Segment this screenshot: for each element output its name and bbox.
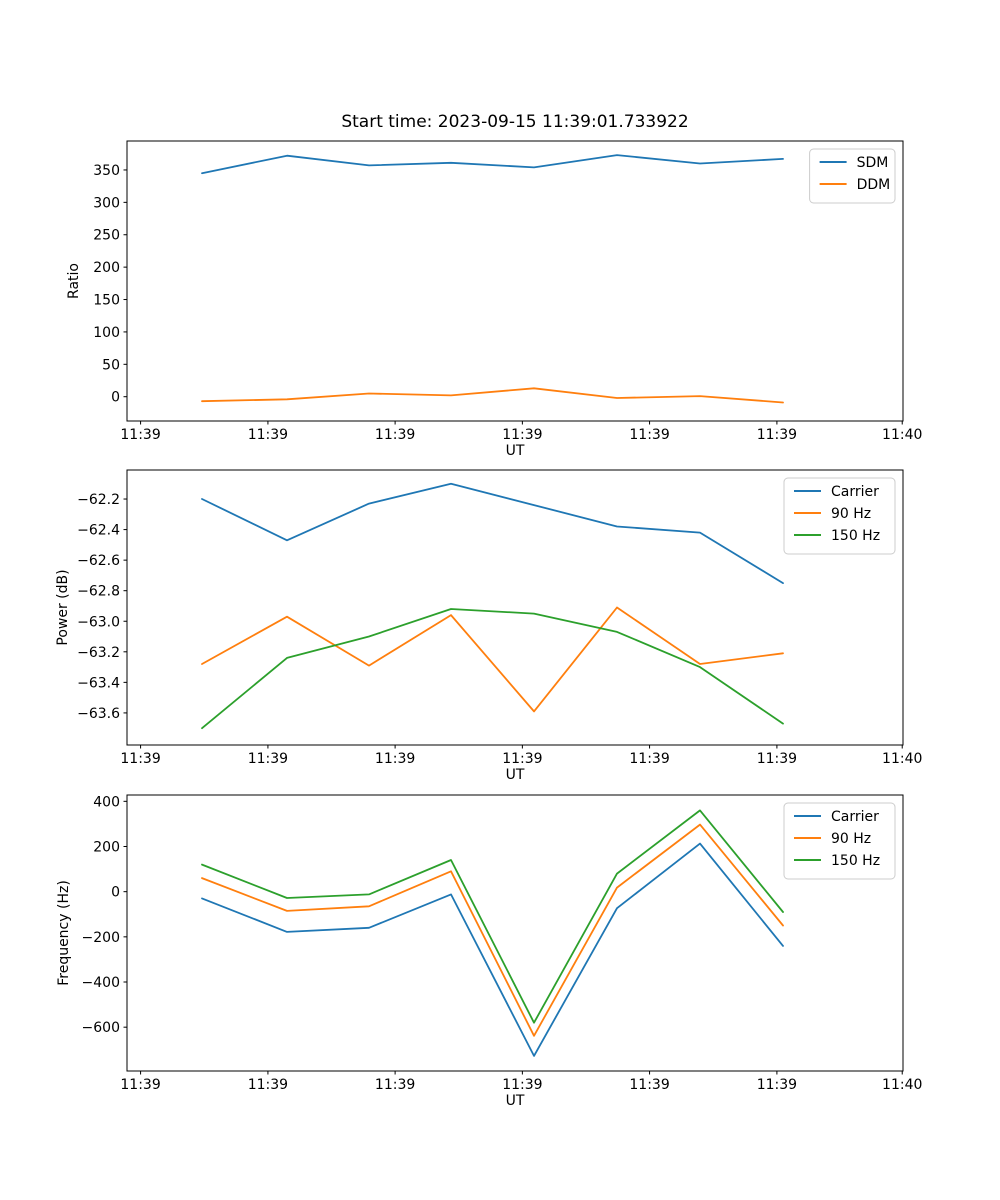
x-axis-ticks: 11:39 11:39 11:39 11:39 11:39 11:39 11:40 bbox=[120, 745, 922, 767]
x-tick-label: 11:40 bbox=[882, 427, 922, 443]
legend-label-150-hz: 150 Hz bbox=[831, 853, 880, 869]
figure-title: Start time: 2023-09-15 11:39:01.733922 bbox=[341, 112, 689, 132]
legend-label-carrier: Carrier bbox=[831, 809, 879, 825]
x-tick-label: 11:39 bbox=[248, 1077, 288, 1093]
x-tick-label: 11:39 bbox=[629, 1077, 669, 1093]
y-tick-label: 100 bbox=[93, 325, 120, 341]
y-tick-label: −200 bbox=[82, 930, 120, 946]
y-tick-label: 200 bbox=[93, 839, 120, 855]
y-tick-label: 200 bbox=[93, 260, 120, 276]
legend-entry: DDM bbox=[819, 177, 891, 193]
legend-label-90-hz: 90 Hz bbox=[831, 831, 871, 847]
y-axis-ticks: 0 50 100 150 200 250 300 350 bbox=[93, 163, 127, 406]
series-line-150-hz bbox=[201, 809, 784, 1024]
y-tick-label: −63.0 bbox=[77, 614, 120, 630]
y-tick-label: −62.8 bbox=[77, 584, 120, 600]
x-tick-label: 11:39 bbox=[757, 751, 797, 767]
x-tick-label: 11:39 bbox=[375, 751, 415, 767]
x-tick-label: 11:39 bbox=[248, 427, 288, 443]
x-axis-label: UT bbox=[506, 443, 525, 459]
x-axis-ticks: 11:39 11:39 11:39 11:39 11:39 11:39 11:40 bbox=[120, 421, 922, 443]
axes-frame bbox=[126, 140, 904, 422]
x-tick-label: 11:39 bbox=[757, 1077, 797, 1093]
x-tick-label: 11:39 bbox=[757, 427, 797, 443]
x-tick-label: 11:39 bbox=[120, 1077, 160, 1093]
series-line-sdm bbox=[201, 154, 784, 175]
y-tick-label: 300 bbox=[93, 195, 120, 211]
axes-frame bbox=[126, 794, 904, 1072]
x-tick-label: 11:39 bbox=[629, 751, 669, 767]
legend-entry: 150 Hz bbox=[794, 853, 880, 869]
y-axis-label: Frequency (Hz) bbox=[56, 880, 72, 986]
x-tick-label: 11:39 bbox=[502, 427, 542, 443]
series-line-90-hz bbox=[201, 823, 784, 1037]
y-tick-label: −400 bbox=[82, 975, 120, 991]
legend-entry: Carrier bbox=[794, 809, 879, 825]
y-tick-label: 0 bbox=[111, 885, 120, 901]
legend-entry: 90 Hz bbox=[794, 506, 871, 522]
series-line-carrier bbox=[201, 842, 784, 1057]
series-line-90-hz bbox=[201, 606, 784, 713]
y-tick-label: 250 bbox=[93, 228, 120, 244]
y-tick-label: −62.2 bbox=[77, 492, 120, 508]
legend-entry: Carrier bbox=[794, 484, 879, 500]
y-tick-label: 400 bbox=[93, 794, 120, 810]
x-tick-label: 11:39 bbox=[375, 427, 415, 443]
legend: SDM DDM bbox=[809, 148, 896, 204]
x-tick-label: 11:39 bbox=[375, 1077, 415, 1093]
y-tick-label: 350 bbox=[93, 163, 120, 179]
x-tick-label: 11:39 bbox=[120, 427, 160, 443]
y-tick-label: −62.6 bbox=[77, 553, 120, 569]
series-line-ddm bbox=[201, 387, 784, 404]
y-tick-label: 50 bbox=[102, 357, 120, 373]
legend-label-carrier: Carrier bbox=[831, 484, 879, 500]
x-tick-label: 11:39 bbox=[120, 751, 160, 767]
y-tick-label: −63.6 bbox=[77, 706, 120, 722]
series-line-150-hz bbox=[201, 608, 784, 730]
y-tick-label: 0 bbox=[111, 390, 120, 406]
y-tick-label: −62.4 bbox=[77, 523, 120, 539]
x-axis-label: UT bbox=[506, 1093, 525, 1109]
x-tick-label: 11:39 bbox=[248, 751, 288, 767]
y-tick-label: 150 bbox=[93, 293, 120, 309]
y-axis-ticks: −600 −400 −200 0 200 400 bbox=[82, 794, 127, 1036]
axes-frame bbox=[126, 469, 904, 746]
y-axis-ticks: −63.6 −63.4 −63.2 −63.0 −62.8 −62.6 −62.4 −62.2 bbox=[77, 492, 127, 722]
legend-label-ddm: DDM bbox=[857, 177, 891, 193]
series-line-carrier bbox=[201, 482, 784, 584]
legend-label-150-hz: 150 Hz bbox=[831, 528, 880, 544]
legend-entry: 90 Hz bbox=[794, 831, 871, 847]
x-tick-label: 11:40 bbox=[882, 751, 922, 767]
legend-entry: 150 Hz bbox=[794, 528, 880, 544]
x-tick-label: 11:39 bbox=[502, 751, 542, 767]
x-axis-label: UT bbox=[506, 767, 525, 783]
x-axis-ticks: 11:39 11:39 11:39 11:39 11:39 11:39 11:40 bbox=[120, 1071, 922, 1093]
legend: Carrier 90 Hz 150 Hz bbox=[783, 802, 896, 880]
legend-entry: SDM bbox=[819, 155, 889, 171]
y-tick-label: −63.4 bbox=[77, 675, 120, 691]
y-axis-label: Ratio bbox=[66, 263, 82, 299]
legend-label-sdm: SDM bbox=[857, 155, 889, 171]
legend-label-90-hz: 90 Hz bbox=[831, 506, 871, 522]
y-tick-label: −63.2 bbox=[77, 645, 120, 661]
y-tick-label: −600 bbox=[82, 1020, 120, 1036]
legend: Carrier 90 Hz 150 Hz bbox=[783, 477, 896, 555]
subplot-power: −63.6 −63.4 −63.2 −63.0 −62.8 −62.6 −62.4 −62.2… bbox=[55, 469, 922, 783]
y-axis-label: Power (dB) bbox=[55, 569, 71, 645]
x-tick-label: 11:39 bbox=[502, 1077, 542, 1093]
x-tick-label: 11:40 bbox=[882, 1077, 922, 1093]
x-tick-label: 11:39 bbox=[629, 427, 669, 443]
